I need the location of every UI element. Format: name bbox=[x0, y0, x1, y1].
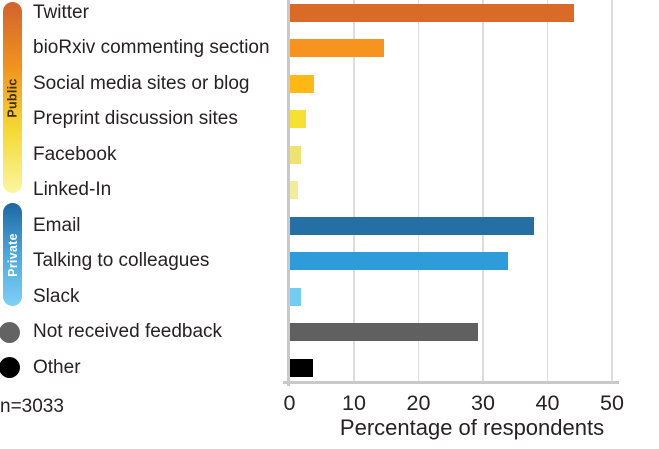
preprint-discussion-sites-label: Preprint discussion sites bbox=[33, 108, 238, 129]
sample-size-note: n=3033 bbox=[0, 396, 64, 417]
gridline-10 bbox=[353, 0, 355, 381]
other-bar bbox=[290, 358, 314, 377]
other-label: Other bbox=[33, 356, 81, 378]
not-received-feedback-label: Not received feedback bbox=[33, 321, 223, 342]
y-axis-line bbox=[287, 0, 290, 386]
x-tick-label-30: 30 bbox=[471, 391, 495, 415]
x-tick-label-20: 20 bbox=[406, 391, 431, 415]
x-tick-label-10: 10 bbox=[342, 391, 366, 415]
gridline-20 bbox=[417, 0, 420, 381]
gridline-50 bbox=[611, 0, 613, 381]
biorxiv-commenting-section-bar bbox=[290, 39, 384, 57]
linked-in-label: Linked-In bbox=[33, 179, 112, 200]
biorxiv-commenting-section-label: bioRxiv commenting section bbox=[33, 37, 270, 58]
email-bar bbox=[290, 216, 534, 235]
linked-in-bar bbox=[290, 181, 299, 199]
gridline-40 bbox=[546, 0, 549, 381]
slack-bar bbox=[290, 287, 301, 306]
x-tick-label-50: 50 bbox=[600, 391, 624, 415]
gridline-30 bbox=[482, 0, 484, 381]
talking-to-colleagues-label: Talking to colleagues bbox=[33, 250, 210, 271]
facebook-label: Facebook bbox=[33, 143, 117, 165]
twitter-label: Twitter bbox=[33, 1, 89, 23]
public-group-label: Public bbox=[5, 77, 20, 118]
other-dot-icon bbox=[0, 357, 20, 378]
x-tick-label-40: 40 bbox=[535, 391, 560, 415]
x-tick-label-0: 0 bbox=[283, 391, 296, 415]
private-group-strip: Private bbox=[3, 203, 22, 306]
twitter-bar bbox=[290, 3, 574, 22]
private-group-label: Private bbox=[5, 232, 20, 277]
talking-to-colleagues-bar bbox=[290, 252, 508, 270]
social-media-sites-or-blog-label: Social media sites or blog bbox=[33, 72, 250, 94]
email-label: Email bbox=[33, 214, 81, 236]
slack-label: Slack bbox=[33, 285, 80, 307]
facebook-bar bbox=[290, 145, 301, 164]
preprint-discussion-sites-bar bbox=[290, 110, 307, 128]
x-axis-line bbox=[283, 381, 619, 384]
social-media-sites-or-blog-bar bbox=[290, 74, 314, 93]
x-axis-title: Percentage of respondents bbox=[339, 415, 605, 440]
not-received-feedback-dot-icon bbox=[0, 322, 20, 343]
not-received-feedback-bar bbox=[290, 323, 479, 341]
public-group-strip: Public bbox=[3, 2, 22, 193]
